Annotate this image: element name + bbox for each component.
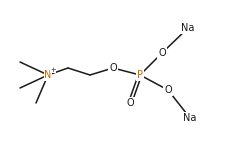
Text: O: O	[109, 63, 116, 73]
Text: O: O	[126, 98, 133, 108]
Text: N: N	[44, 70, 52, 80]
Text: Na: Na	[182, 113, 196, 123]
Text: O: O	[158, 48, 165, 58]
Text: +: +	[50, 67, 56, 73]
Text: P: P	[136, 70, 142, 80]
Text: Na: Na	[180, 23, 194, 33]
Text: O: O	[163, 85, 171, 95]
